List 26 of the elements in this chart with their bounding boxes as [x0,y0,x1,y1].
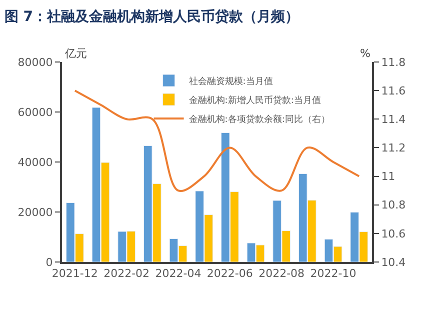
legend-label: 金融机构:新增人民币贷款:当月值 [188,95,321,106]
legend-label: 社会融资规模:当月值 [188,76,273,88]
y2-tick-label: 11.4 [381,112,406,126]
x-tick-label: 2022-04 [155,267,202,280]
y-tick-label: 40000 [18,156,53,169]
y2-tick-label: 11.6 [381,84,406,98]
y2-tick-label: 11.8 [381,56,406,69]
y2-tick-label: 11.2 [381,142,406,155]
legend-label: 金融机构:各项贷款余额:同比（右） [188,114,330,126]
x-tick-label: 2022-08 [258,267,305,280]
x-tick-label: 2022-10 [310,267,356,280]
y2-tick-label: 10.8 [381,198,406,212]
y-axis-title: 亿元 [64,47,87,60]
y-tick-label: 0 [46,256,53,269]
y2-tick-label: 10.4 [381,256,406,269]
x-tick-label: 2022-02 [104,267,150,280]
x-tick-label: 2021-12 [52,267,98,280]
y-tick-label: 80000 [18,56,53,69]
y2-tick-label: 11 [381,170,396,184]
x-tick-label: 2022-06 [206,267,253,280]
chart-title: 图 7：社融及金融机构新增人民币贷款（月频） [4,8,299,26]
y2-axis-title: % [360,47,370,60]
line-series [74,90,360,192]
y-tick-label: 20000 [18,206,53,219]
y2-tick-label: 10.6 [381,227,406,240]
y-tick-label: 60000 [18,106,53,119]
